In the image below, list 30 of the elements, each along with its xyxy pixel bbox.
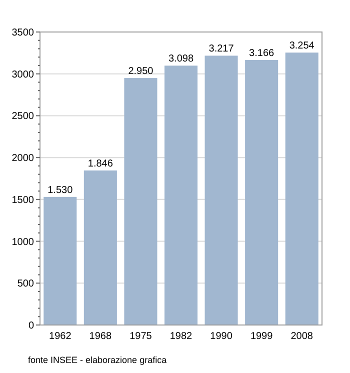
y-tick-label: 500 — [17, 278, 34, 290]
y-tick-label: 3500 — [12, 28, 34, 38]
data-label: 3.166 — [249, 48, 275, 59]
data-label: 1.846 — [88, 158, 114, 170]
source-note: fonte INSEE - elaborazione grafica — [28, 355, 167, 365]
bar — [285, 52, 318, 325]
x-tick-label: 1999 — [250, 331, 274, 342]
data-label: 1.530 — [48, 184, 74, 196]
data-label: 3.098 — [168, 54, 194, 65]
x-tick-label: 1962 — [49, 331, 72, 342]
data-label: 3.217 — [208, 44, 234, 55]
bar — [204, 56, 238, 325]
bar — [245, 60, 278, 325]
y-tick-label: 1500 — [12, 194, 34, 206]
y-tick-label: 2500 — [12, 111, 34, 122]
y-tick-label: 1000 — [12, 236, 34, 248]
x-tick-label: 1975 — [130, 331, 152, 342]
data-label: 2.950 — [128, 66, 154, 78]
data-label: 3.254 — [289, 40, 315, 52]
x-tick-label: 1968 — [89, 331, 112, 342]
bar — [84, 170, 117, 325]
bar — [44, 196, 77, 325]
bar — [164, 66, 198, 325]
x-tick-label: 1982 — [170, 331, 193, 342]
y-tick-label: 3000 — [12, 69, 34, 80]
y-tick-label: 2000 — [12, 153, 34, 164]
bar — [124, 78, 158, 325]
x-tick-label: 2008 — [290, 331, 314, 342]
x-tick-label: 1990 — [210, 331, 233, 342]
y-tick-label: 0 — [28, 320, 34, 332]
